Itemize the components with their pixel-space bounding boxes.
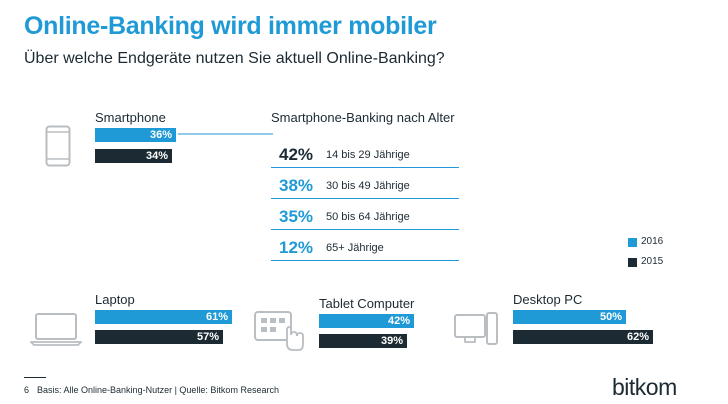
bar-label: 57% <box>196 331 219 343</box>
legend-swatch-2015 <box>628 258 637 267</box>
bar-smartphone-2015: 34% <box>95 149 172 163</box>
bar-label: 62% <box>626 331 649 343</box>
category-label-smartphone: Smartphone <box>95 110 166 125</box>
age-row: 38% 30 bis 49 Jährige <box>271 169 459 199</box>
bar-laptop-2015: 57% <box>95 330 223 344</box>
bar-label: 34% <box>145 150 168 162</box>
bar-tablet-2015: 39% <box>319 334 407 348</box>
age-row-label: 65+ Jährige <box>326 242 384 254</box>
category-label-desktop: Desktop PC <box>513 292 583 307</box>
age-row-percent: 12% <box>279 238 314 257</box>
bar-label: 42% <box>387 315 410 327</box>
footer-source: Basis: Alle Online-Banking-Nutzer | Quel… <box>37 385 279 395</box>
bar-label: 50% <box>599 311 622 323</box>
age-row-percent: 42% <box>279 145 314 164</box>
bar-tablet-2016: 42% <box>319 314 414 328</box>
age-row: 12% 65+ Jährige <box>271 231 459 261</box>
bar-desktop-2015: 62% <box>513 330 653 344</box>
footer: 6 Basis: Alle Online-Banking-Nutzer | Que… <box>24 385 279 395</box>
smartphone-icon <box>45 125 71 167</box>
category-label-tablet: Tablet Computer <box>319 296 415 311</box>
connector-line <box>178 133 273 135</box>
age-row-label: 50 bis 64 Jährige <box>326 211 410 223</box>
category-label-laptop: Laptop <box>95 292 135 307</box>
bar-laptop-2016: 61% <box>95 310 232 324</box>
laptop-icon <box>30 313 82 346</box>
tablet-icon <box>254 311 304 351</box>
age-row: 35% 50 bis 64 Jährige <box>271 200 459 230</box>
bitkom-logo: bitkom <box>612 374 677 400</box>
bar-label: 36% <box>149 129 172 141</box>
age-row: 42% 14 bis 29 Jährige <box>271 138 459 168</box>
desktop-pc-icon <box>454 312 498 345</box>
chart-title: Online-Banking wird immer mobiler <box>24 12 437 40</box>
page-number: 6 <box>24 385 30 395</box>
age-row-label: 30 bis 49 Jährige <box>326 180 410 192</box>
chart-subtitle: Über welche Endgeräte nutzen Sie aktuell… <box>24 50 445 67</box>
bar-label: 61% <box>205 311 228 323</box>
legend-label-2016: 2016 <box>641 236 664 247</box>
age-row-label: 14 bis 29 Jährige <box>326 149 410 161</box>
footer-divider <box>24 377 46 378</box>
bar-smartphone-2016: 36% <box>95 128 176 142</box>
bar-label: 39% <box>380 335 403 347</box>
legend-swatch-2016 <box>628 238 637 247</box>
bar-desktop-2016: 50% <box>513 310 626 324</box>
age-row-percent: 35% <box>279 207 314 226</box>
age-row-percent: 38% <box>279 176 314 195</box>
legend-label-2015: 2015 <box>641 256 664 267</box>
age-breakdown-title: Smartphone-Banking nach Alter <box>271 110 455 125</box>
